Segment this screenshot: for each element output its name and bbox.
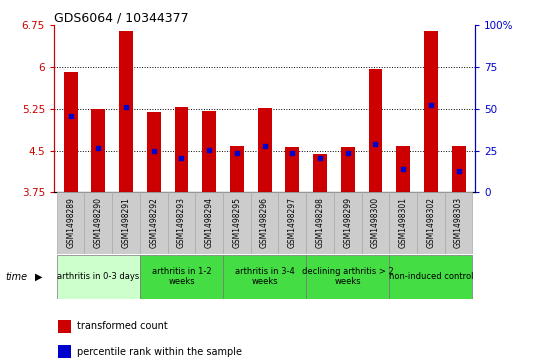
Text: GSM1498295: GSM1498295 (232, 197, 241, 248)
Bar (306, 192, 334, 254)
Bar (362, 192, 389, 254)
Text: arthritis in 1-2
weeks: arthritis in 1-2 weeks (152, 267, 211, 286)
Bar (230, 146, 244, 192)
Bar (341, 147, 355, 192)
Text: GSM1498292: GSM1498292 (149, 197, 158, 248)
Bar (396, 146, 410, 192)
Text: arthritis in 0-3 days: arthritis in 0-3 days (57, 272, 139, 281)
Bar (445, 192, 472, 254)
Bar (140, 192, 167, 254)
Text: time: time (5, 272, 28, 282)
Text: GSM1498302: GSM1498302 (427, 197, 435, 248)
Bar (84, 192, 112, 254)
Text: ▶: ▶ (35, 272, 43, 282)
Text: declining arthritis > 2
weeks: declining arthritis > 2 weeks (302, 267, 394, 286)
Bar (112, 192, 140, 254)
Bar (279, 192, 306, 254)
Text: GSM1498297: GSM1498297 (288, 197, 297, 248)
Text: percentile rank within the sample: percentile rank within the sample (77, 347, 242, 357)
Bar (64, 72, 78, 192)
Bar (58, 345, 71, 358)
Text: non-induced control: non-induced control (389, 272, 473, 281)
Bar (258, 108, 272, 192)
Text: transformed count: transformed count (77, 321, 168, 331)
Bar (285, 147, 299, 192)
Bar (389, 255, 472, 298)
Text: GDS6064 / 10344377: GDS6064 / 10344377 (54, 11, 188, 24)
Text: arthritis in 3-4
weeks: arthritis in 3-4 weeks (235, 267, 294, 286)
Bar (58, 320, 71, 333)
Bar (167, 192, 195, 254)
Bar (202, 111, 216, 192)
Bar (57, 192, 84, 254)
Text: GSM1498301: GSM1498301 (399, 197, 408, 248)
Bar (223, 192, 251, 254)
Text: GSM1498290: GSM1498290 (94, 197, 103, 248)
Bar (334, 192, 362, 254)
Bar (313, 154, 327, 192)
Text: GSM1498296: GSM1498296 (260, 197, 269, 248)
Bar (251, 192, 279, 254)
Bar (417, 192, 445, 254)
Bar (174, 107, 188, 192)
Bar (57, 255, 140, 298)
Bar (195, 192, 223, 254)
Text: GSM1498289: GSM1498289 (66, 197, 75, 248)
Bar (368, 69, 382, 192)
Text: GSM1498298: GSM1498298 (315, 197, 325, 248)
Bar (389, 192, 417, 254)
Text: GSM1498300: GSM1498300 (371, 197, 380, 248)
Text: GSM1498291: GSM1498291 (122, 197, 131, 248)
Bar (451, 146, 465, 192)
Text: GSM1498293: GSM1498293 (177, 197, 186, 248)
Bar (147, 112, 161, 192)
Bar (119, 31, 133, 192)
Bar (306, 255, 389, 298)
Bar (424, 31, 438, 192)
Text: GSM1498303: GSM1498303 (454, 197, 463, 248)
Text: GSM1498294: GSM1498294 (205, 197, 214, 248)
Bar (140, 255, 223, 298)
Bar (223, 255, 306, 298)
Bar (91, 109, 105, 192)
Text: GSM1498299: GSM1498299 (343, 197, 352, 248)
